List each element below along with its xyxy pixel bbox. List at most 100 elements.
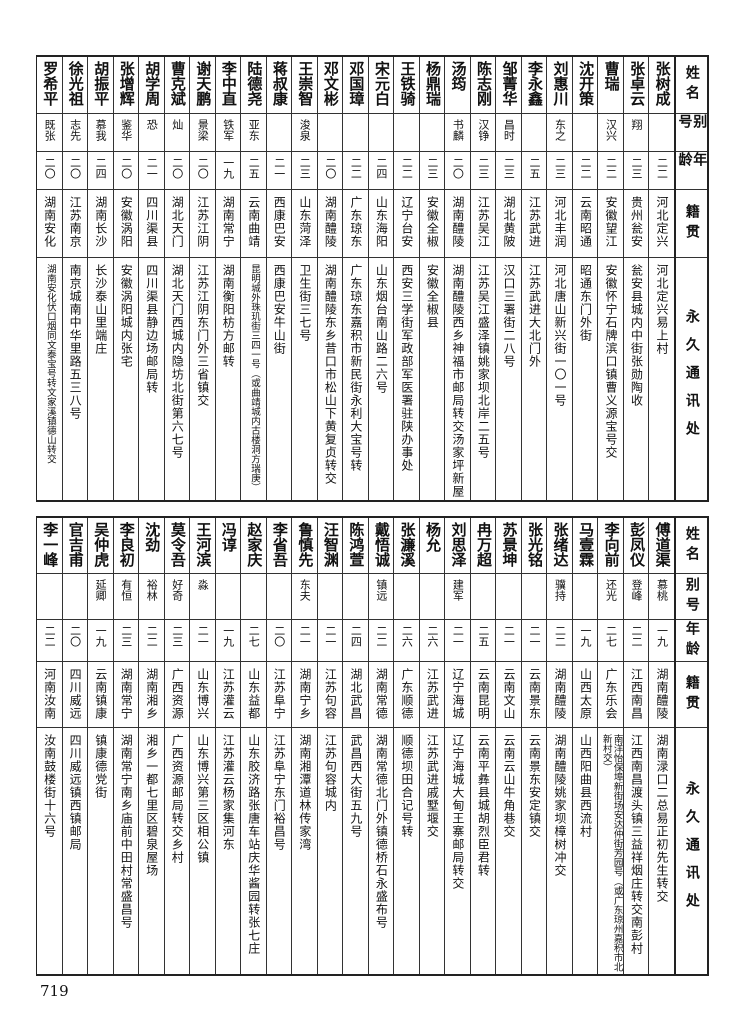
cell-name: 沈劲 xyxy=(139,518,164,574)
cell-name: 杨鼎瑞 xyxy=(419,57,445,114)
person-column: 苏景坤 二一 云南文山 云南云山牛角巷交 xyxy=(495,518,521,974)
cell-age: 一九 xyxy=(215,152,241,190)
cell-alias xyxy=(266,574,292,620)
header-cell: 永久通讯处 xyxy=(676,728,707,974)
cell-name: 曹瑞 xyxy=(598,57,623,114)
cell-name: 陈志刚 xyxy=(470,57,496,114)
person-age: 二二 xyxy=(553,625,567,647)
cell-name: 刘思泽 xyxy=(445,518,470,574)
person-origin: 湖南醴陵 xyxy=(552,668,567,720)
header-origin: 籍贯 xyxy=(683,674,700,715)
person-age: 二一 xyxy=(298,625,312,647)
person-address: 广东琼东嘉积市新民街永利大宝号转 xyxy=(348,264,363,472)
person-alias: 东之 xyxy=(553,119,567,141)
cell-alias: 建军 xyxy=(445,574,470,620)
person-column: 张树成 二二 河北定兴 河北定兴易上村 xyxy=(648,57,674,500)
person-age: 二三 xyxy=(553,157,567,179)
cell-age: 二三 xyxy=(419,152,445,190)
person-alias: 延卿 xyxy=(94,579,108,601)
cell-alias: 昌时 xyxy=(496,114,521,152)
person-name: 曹克斌 xyxy=(168,61,187,106)
person-origin: 山东海阳 xyxy=(374,196,389,248)
cell-age: 二三 xyxy=(623,152,649,190)
cell-age: 二〇 xyxy=(266,620,292,662)
person-column: 谢天鹏 景梁 二〇 江苏江阴 江苏江阴东门外三省镇交 xyxy=(189,57,215,500)
cell-address: 湖南湘潭道林传家湾 xyxy=(292,728,317,974)
person-name: 李向前 xyxy=(602,522,621,567)
cell-origin: 江苏江阴 xyxy=(190,190,215,258)
person-column: 杨鼎瑞 二三 安徽全椒 安徽全椒县 xyxy=(418,57,445,500)
cell-name: 邓国璋 xyxy=(343,57,368,114)
person-origin: 河北定兴 xyxy=(655,196,670,248)
cell-age: 二四 xyxy=(368,152,394,190)
cell-origin: 江苏吴江 xyxy=(470,190,496,258)
cell-name: 王铁骑 xyxy=(394,57,419,114)
person-age: 一九 xyxy=(655,625,669,647)
person-name: 胡学周 xyxy=(143,61,162,106)
cell-address: 江苏武进大北门外 xyxy=(522,258,547,500)
person-column: 王河滨淼二一 山东博兴 山东博兴第三区相公镇 xyxy=(189,518,215,974)
cell-age: 一九 xyxy=(572,620,598,662)
cell-age: 二二 xyxy=(649,152,674,190)
cell-name: 汤筠 xyxy=(445,57,470,114)
person-address: 西安三学街军政部军医署驻陕办事处 xyxy=(399,264,414,472)
cell-age: 二〇 xyxy=(317,152,343,190)
header-cell: 别号 xyxy=(676,114,707,152)
person-age: 一九 xyxy=(94,625,108,647)
cell-alias xyxy=(215,574,241,620)
person-origin: 湖南醴陵 xyxy=(655,668,670,720)
person-column: 张增辉 鉴华 二〇 安徽涡阳 安徽涡阳城内张宅 xyxy=(112,57,139,500)
person-origin: 云南昆明 xyxy=(476,668,491,720)
person-origin: 湖南常宁 xyxy=(221,196,236,248)
cell-name: 吴仲虎 xyxy=(88,518,113,574)
cell-address: 武昌西大街五九号 xyxy=(343,728,368,974)
cell-name: 胡学周 xyxy=(139,57,164,114)
person-alias: 建军 xyxy=(451,579,465,601)
person-alias: 亚东 xyxy=(247,119,261,141)
cell-address: 四川威远镇西镇邮局 xyxy=(63,728,88,974)
cell-age: 二五 xyxy=(241,152,266,190)
person-origin: 湖北黄陂 xyxy=(501,196,516,248)
person-origin: 河南汝南 xyxy=(42,668,57,720)
cell-alias: 既张 xyxy=(37,114,62,152)
person-column: 吴仲虎 延卿 一九 云南镇康 镇康德党街 xyxy=(87,518,113,974)
cell-age: 一九 xyxy=(88,620,113,662)
cell-origin: 山东海阳 xyxy=(368,190,394,258)
cell-name: 陆德尧 xyxy=(241,57,266,114)
person-origin: 广东乐会 xyxy=(604,668,618,720)
person-address: 江苏阜宁东门裕昌号 xyxy=(272,734,287,851)
cell-origin: 山东博兴 xyxy=(190,662,215,728)
person-age: 二四 xyxy=(349,625,363,647)
person-origin: 江苏灌云 xyxy=(221,668,236,720)
cell-address: 湘乡一都七里区碧泉屋场 xyxy=(139,728,164,974)
cell-alias xyxy=(343,114,368,152)
cell-name: 苏景坤 xyxy=(496,518,521,574)
cell-name: 曹克斌 xyxy=(164,57,190,114)
person-age: 二〇 xyxy=(119,157,133,179)
person-alias: 景梁 xyxy=(196,119,210,141)
header-alias: 别号 xyxy=(683,576,700,617)
cell-address: 安徽全椒县 xyxy=(420,258,445,500)
person-age: 二一 xyxy=(323,625,337,647)
cell-origin: 湖南安化 xyxy=(37,190,62,258)
person-origin: 广西资源 xyxy=(170,668,185,720)
person-address: 湖南湘潭道林传家湾 xyxy=(297,734,312,851)
person-age: 二二 xyxy=(349,157,363,179)
person-alias: 灿 xyxy=(170,119,184,130)
person-alias: 昌时 xyxy=(502,119,516,141)
cell-name: 马壹霖 xyxy=(572,518,598,574)
cell-alias xyxy=(521,574,547,620)
cell-address: 云南平彝县城胡烈臣君转 xyxy=(471,728,496,974)
person-address: 湖南衡阳枋方邮转 xyxy=(221,264,236,368)
cell-origin: 湖南长沙 xyxy=(88,190,113,258)
person-age: 二一 xyxy=(527,625,541,647)
person-name: 冯谆 xyxy=(219,522,238,552)
cell-age: 二一 xyxy=(496,620,521,662)
cell-origin: 湖南醴陵 xyxy=(317,190,343,258)
cell-origin: 湖北天门 xyxy=(164,190,190,258)
person-alias: 汉兴 xyxy=(604,119,618,141)
person-alias: 恐 xyxy=(145,119,159,130)
person-origin: 湖南安化 xyxy=(42,196,57,248)
cell-name: 鲁慎先 xyxy=(292,518,317,574)
cell-alias xyxy=(496,574,521,620)
